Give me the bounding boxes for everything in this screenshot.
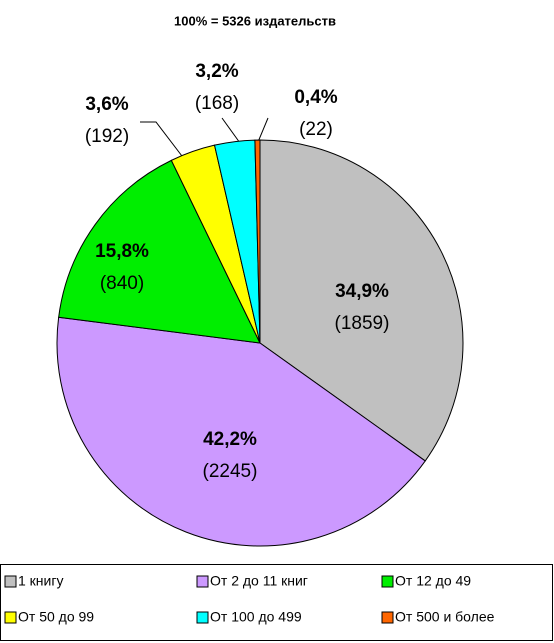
leader-line <box>221 117 241 144</box>
count-label: (168) <box>195 93 239 114</box>
legend-swatch <box>196 611 209 624</box>
legend-swatch <box>4 611 17 624</box>
legend-swatch <box>381 575 394 588</box>
value-label: 42,2% <box>203 429 257 450</box>
legend-label: От 2 до 11 книг <box>210 573 308 589</box>
legend-label: От 50 до 99 <box>18 609 94 625</box>
leader-line <box>257 117 269 143</box>
legend-swatch <box>381 611 394 624</box>
legend-swatch <box>196 575 209 588</box>
value-label: 3,2% <box>195 61 238 82</box>
pie-slice <box>58 159 261 344</box>
count-label: (1859) <box>335 313 390 334</box>
pie-slice <box>259 139 464 462</box>
legend-box <box>0 564 553 641</box>
value-label: 34,9% <box>335 281 389 302</box>
pie-slice <box>254 139 261 344</box>
legend-label: От 12 до 49 <box>395 573 471 589</box>
value-label: 0,4% <box>294 87 337 108</box>
value-label: 15,8% <box>95 241 149 262</box>
count-label: (840) <box>100 273 144 294</box>
legend-swatch <box>4 575 17 588</box>
pie-slice <box>56 316 426 547</box>
legend-label: От 500 и более <box>395 609 495 625</box>
leader-line <box>140 121 186 161</box>
chart-title: 100% = 5326 издательств <box>174 13 336 28</box>
count-label: (22) <box>299 119 333 140</box>
count-label: (2245) <box>203 461 258 482</box>
value-label: 3,6% <box>85 94 128 115</box>
legend-label: 1 книгу <box>18 573 63 589</box>
count-label: (192) <box>85 126 129 147</box>
legend-label: От 100 до 499 <box>210 609 302 625</box>
